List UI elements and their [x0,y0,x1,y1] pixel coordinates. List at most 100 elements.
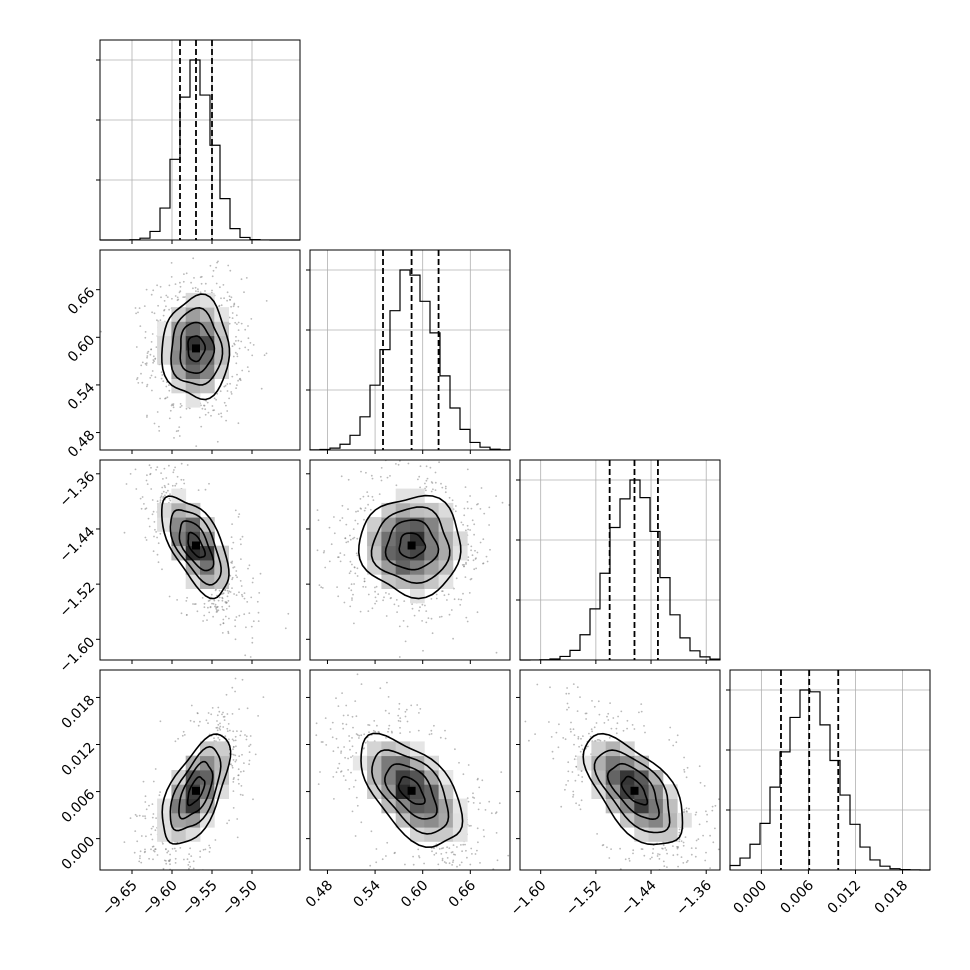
scatter-point [234,509,237,512]
scatter-point [198,416,201,419]
scatter-point [711,809,714,812]
scatter-point [606,715,608,718]
scatter-point [397,463,400,466]
scatter-point [197,724,200,727]
scatter-point [157,871,159,873]
scatter-point [337,705,340,707]
scatter-point [678,831,681,834]
scatter-point [490,812,493,815]
scatter-point [679,882,681,884]
scatter-point [430,733,433,735]
scatter-point [425,621,428,624]
scatter-point [495,495,497,497]
scatter-point [182,296,185,298]
scatter-point [471,519,474,522]
scatter-point [332,750,335,753]
scatter-point [216,440,219,443]
scatter-point [240,558,242,560]
density-cell [157,812,172,828]
panel-frame [729,669,931,871]
scatter-point [350,756,352,759]
scatter-point [688,807,690,810]
scatter-point [156,536,159,539]
scatter-point [140,835,143,837]
scatter-point [455,577,458,580]
scatter-point [457,598,460,601]
scatter-point [201,407,204,410]
scatter-point [163,300,166,302]
scatter-point [482,829,485,831]
scatter-point [470,507,473,510]
scatter-point [441,590,443,592]
scatter-point [372,499,375,501]
scatter-point [348,572,351,575]
scatter-point [349,748,351,751]
x-tick-label: 0.000 [730,877,770,917]
x-tick-label: −1.44 [618,877,660,919]
scatter-point [225,608,228,610]
scatter-point [152,825,155,828]
scatter-point [666,866,668,868]
scatter-point [218,589,221,592]
scatter-point [207,411,210,414]
scatter-point [168,417,171,420]
scatter-point [397,719,400,722]
scatter-point [244,654,247,657]
scatter-point [652,848,655,850]
scatter-point [228,819,231,822]
scatter-point [308,538,310,540]
contour-3-1-3 [360,732,464,849]
scatter-point [137,311,139,314]
scatter-point [711,805,714,808]
y-tick-label: 0.018 [59,692,99,732]
scatter-point [161,492,163,495]
scatter-point [232,759,235,761]
scatter-point [651,852,654,855]
density-cell [157,827,172,842]
scatter-point [381,858,384,861]
scatter-point [524,720,527,723]
scatter-point [157,542,160,545]
scatter-point [651,856,653,859]
scatter-point [643,854,646,857]
scatter-point [632,849,635,852]
scatter-point [153,850,156,853]
scatter-point [240,340,243,343]
scatter-point [443,861,446,863]
density-cell [395,741,411,757]
contour-3-1-1 [384,763,438,820]
scatter-point [244,328,247,331]
scatter-point [684,836,687,838]
contour-2-0-0 [187,531,207,559]
scatter-point [152,359,155,361]
scatter-point [404,640,407,643]
scatter-point [320,741,323,743]
scatter-point [229,299,232,301]
scatter-point [231,375,234,378]
scatter-point [146,474,148,477]
scatter-point [230,305,233,308]
contour-3-2-0 [620,775,649,806]
density-cell [157,502,172,518]
scatter-point [204,282,207,285]
y-tick-label: 0.54 [65,380,98,413]
scatter-point [640,703,643,705]
scatter-point [324,717,327,719]
scatter-point [229,591,232,593]
scatter-point [146,355,149,357]
scatter-point [363,733,366,736]
scatter-point [162,867,165,870]
scatter-point [711,877,713,879]
scatter-point [153,422,156,425]
scatter-point [236,353,239,355]
scatter-point [386,841,389,844]
scatter-point [165,294,168,297]
density-cell [367,770,382,785]
density-cell [634,812,649,828]
scatter-point [677,865,679,868]
scatter-point [376,724,378,727]
scatter-point [199,720,201,723]
scatter-point [565,692,568,695]
scatter-point [158,794,161,797]
scatter-point [644,731,646,734]
